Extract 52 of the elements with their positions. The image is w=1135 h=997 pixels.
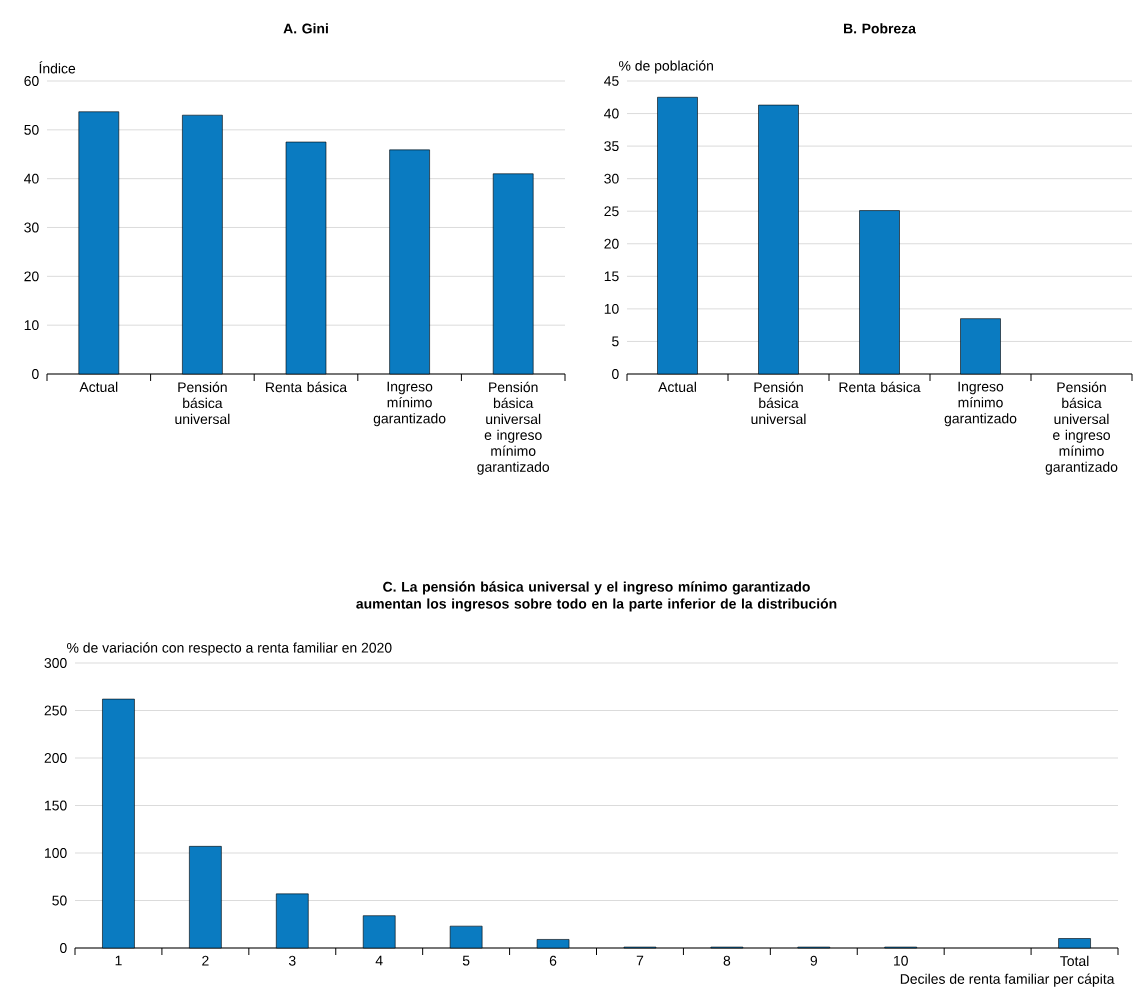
- x-tick-label: Renta básica: [266, 381, 348, 393]
- x-tick-label: 4: [375, 955, 383, 966]
- chart-title: C. La pensión básica universal y el ingreso mínimo garantizado aumentan los ingresos sobre todo en la parte inferior de la distribución: [356, 581, 837, 612]
- x-tick-label: Total: [1060, 955, 1089, 967]
- x-tick-label: Actual: [658, 381, 696, 393]
- y-tick-label: 30: [24, 222, 39, 233]
- y-tick-label: 40: [604, 108, 619, 119]
- y-tick-label: 5: [612, 336, 619, 347]
- y-tick-label: 35: [604, 141, 619, 152]
- x-tick-label: 5: [462, 955, 470, 966]
- x-tick-label: Actual: [79, 381, 118, 393]
- y-tick-label: 20: [24, 271, 39, 282]
- y-tick-label: 15: [604, 271, 619, 282]
- x-tick-label: Pensión básica universal e ingreso mínimo garantizado: [1045, 381, 1118, 475]
- y-tick-label: 50: [24, 124, 39, 135]
- x-tick-label: 7: [636, 955, 644, 966]
- x-tick-label: 6: [549, 955, 557, 966]
- y-tick-label: 25: [604, 206, 619, 217]
- y-tick-label: 100: [45, 848, 67, 858]
- y-tick-label: 10: [24, 320, 39, 331]
- y-tick-label: 30: [604, 173, 619, 184]
- x-tick-label: Renta básica: [839, 381, 921, 393]
- x-tick-label: Pensión básica universal: [751, 381, 806, 425]
- y-axis-title: % de población: [619, 60, 713, 74]
- x-tick-label: 3: [288, 955, 296, 966]
- y-tick-label: 0: [32, 369, 39, 379]
- y-tick-label: 250: [44, 705, 67, 716]
- y-tick-label: 200: [44, 753, 67, 763]
- y-tick-label: 150: [45, 800, 67, 811]
- y-tick-label: 10: [604, 303, 619, 314]
- x-tick-label: 9: [810, 955, 818, 966]
- x-tick-label: Ingreso mínimo garantizado: [944, 381, 1017, 427]
- chart-title: A. Gini: [283, 23, 328, 34]
- x-tick-label: Pensión básica universal: [175, 381, 230, 425]
- y-tick-label: 0: [612, 369, 619, 379]
- x-tick-label: 10: [894, 955, 908, 966]
- y-tick-label: 45: [604, 76, 619, 86]
- y-axis-title: Índice: [39, 61, 76, 74]
- y-tick-label: 40: [24, 173, 39, 184]
- y-axis-title: % de variación con respecto a renta familiar en 2020: [67, 642, 392, 656]
- chart-title: B. Pobreza: [844, 23, 917, 34]
- y-tick-label: 300: [44, 658, 67, 668]
- x-tick-label: Ingreso mínimo garantizado: [373, 381, 446, 427]
- x-tick-label: 1: [115, 955, 122, 966]
- y-tick-label: 50: [52, 895, 67, 906]
- y-tick-label: 0: [60, 943, 67, 953]
- y-tick-label: 20: [604, 238, 619, 249]
- x-tick-label: Pensión básica universal e ingreso mínimo garantizado: [477, 381, 550, 475]
- x-axis-title: Deciles de renta familiar per cápita: [900, 973, 1115, 987]
- x-tick-label: 8: [723, 955, 731, 966]
- y-tick-label: 60: [24, 76, 39, 86]
- x-tick-label: 2: [202, 955, 209, 966]
